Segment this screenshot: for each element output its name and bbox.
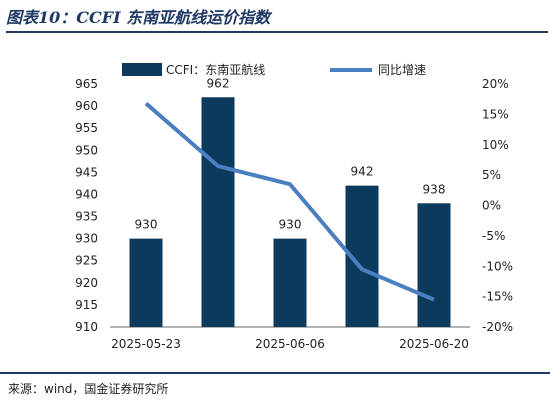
left-tick-label: 950 (75, 143, 98, 157)
x-tick-label: 2025-05-23 (111, 337, 181, 351)
left-tick-label: 960 (75, 99, 98, 113)
left-tick-label: 935 (75, 210, 98, 224)
bar (201, 97, 235, 327)
source-note: 来源：wind，国金证券研究所 (8, 382, 169, 396)
bar-data-labels: 930 962 930 942 938 (135, 76, 446, 231)
right-tick-label: 5% (482, 168, 501, 182)
bar-data-label: 930 (135, 218, 158, 232)
right-tick-label: -10% (482, 259, 513, 273)
growth-line (144, 101, 435, 302)
left-tick-label: 925 (75, 254, 98, 268)
right-tick-label: -20% (482, 320, 513, 334)
right-tick-label: 0% (482, 199, 501, 213)
right-tick-label: -15% (482, 290, 513, 304)
left-tick-label: 910 (75, 320, 98, 334)
footer-divider (0, 372, 550, 374)
legend-swatch-bar (122, 63, 162, 76)
left-tick-label: 940 (75, 187, 98, 201)
right-tick-label: 20% (482, 77, 509, 91)
left-tick-label: 965 (75, 77, 98, 91)
left-tick-label: 915 (75, 298, 98, 312)
chart-title: 图表10：CCFI 东南亚航线运价指数 (6, 8, 271, 27)
bar-data-label: 930 (279, 218, 302, 232)
x-axis-ticks: 2025-05-23 2025-06-06 2025-06-20 (111, 337, 469, 351)
left-axis: 965 960 955 950 945 940 935 930 925 920 915 910 (75, 77, 98, 334)
bar-data-label: 938 (423, 182, 446, 196)
bar (273, 238, 307, 327)
legend: CCFI：东南亚航线 同比增速 (122, 62, 426, 77)
x-tick-label: 2025-06-20 (399, 337, 469, 351)
bar (129, 238, 163, 327)
right-tick-label: 10% (482, 138, 509, 152)
left-tick-label: 920 (75, 276, 98, 290)
chart-svg: CCFI：东南亚航线 同比增速 965 960 955 950 945 940 935 930… (75, 62, 513, 351)
legend-label-line: 同比增速 (378, 63, 426, 77)
right-axis: 20% 15% 10% 5% 0% -5% -10% -15% -20% (482, 77, 513, 334)
left-tick-label: 955 (75, 121, 98, 135)
right-tick-label: -5% (482, 229, 505, 243)
bar-data-label: 962 (207, 76, 230, 90)
right-tick-label: 15% (482, 107, 509, 121)
bar-data-label: 942 (351, 165, 374, 179)
legend-label-bar: CCFI：东南亚航线 (166, 62, 265, 77)
left-tick-label: 930 (75, 232, 98, 246)
x-tick-label: 2025-06-06 (255, 337, 325, 351)
left-tick-label: 945 (75, 165, 98, 179)
bar (417, 203, 451, 327)
title-divider (6, 31, 548, 33)
line-series (144, 101, 435, 302)
